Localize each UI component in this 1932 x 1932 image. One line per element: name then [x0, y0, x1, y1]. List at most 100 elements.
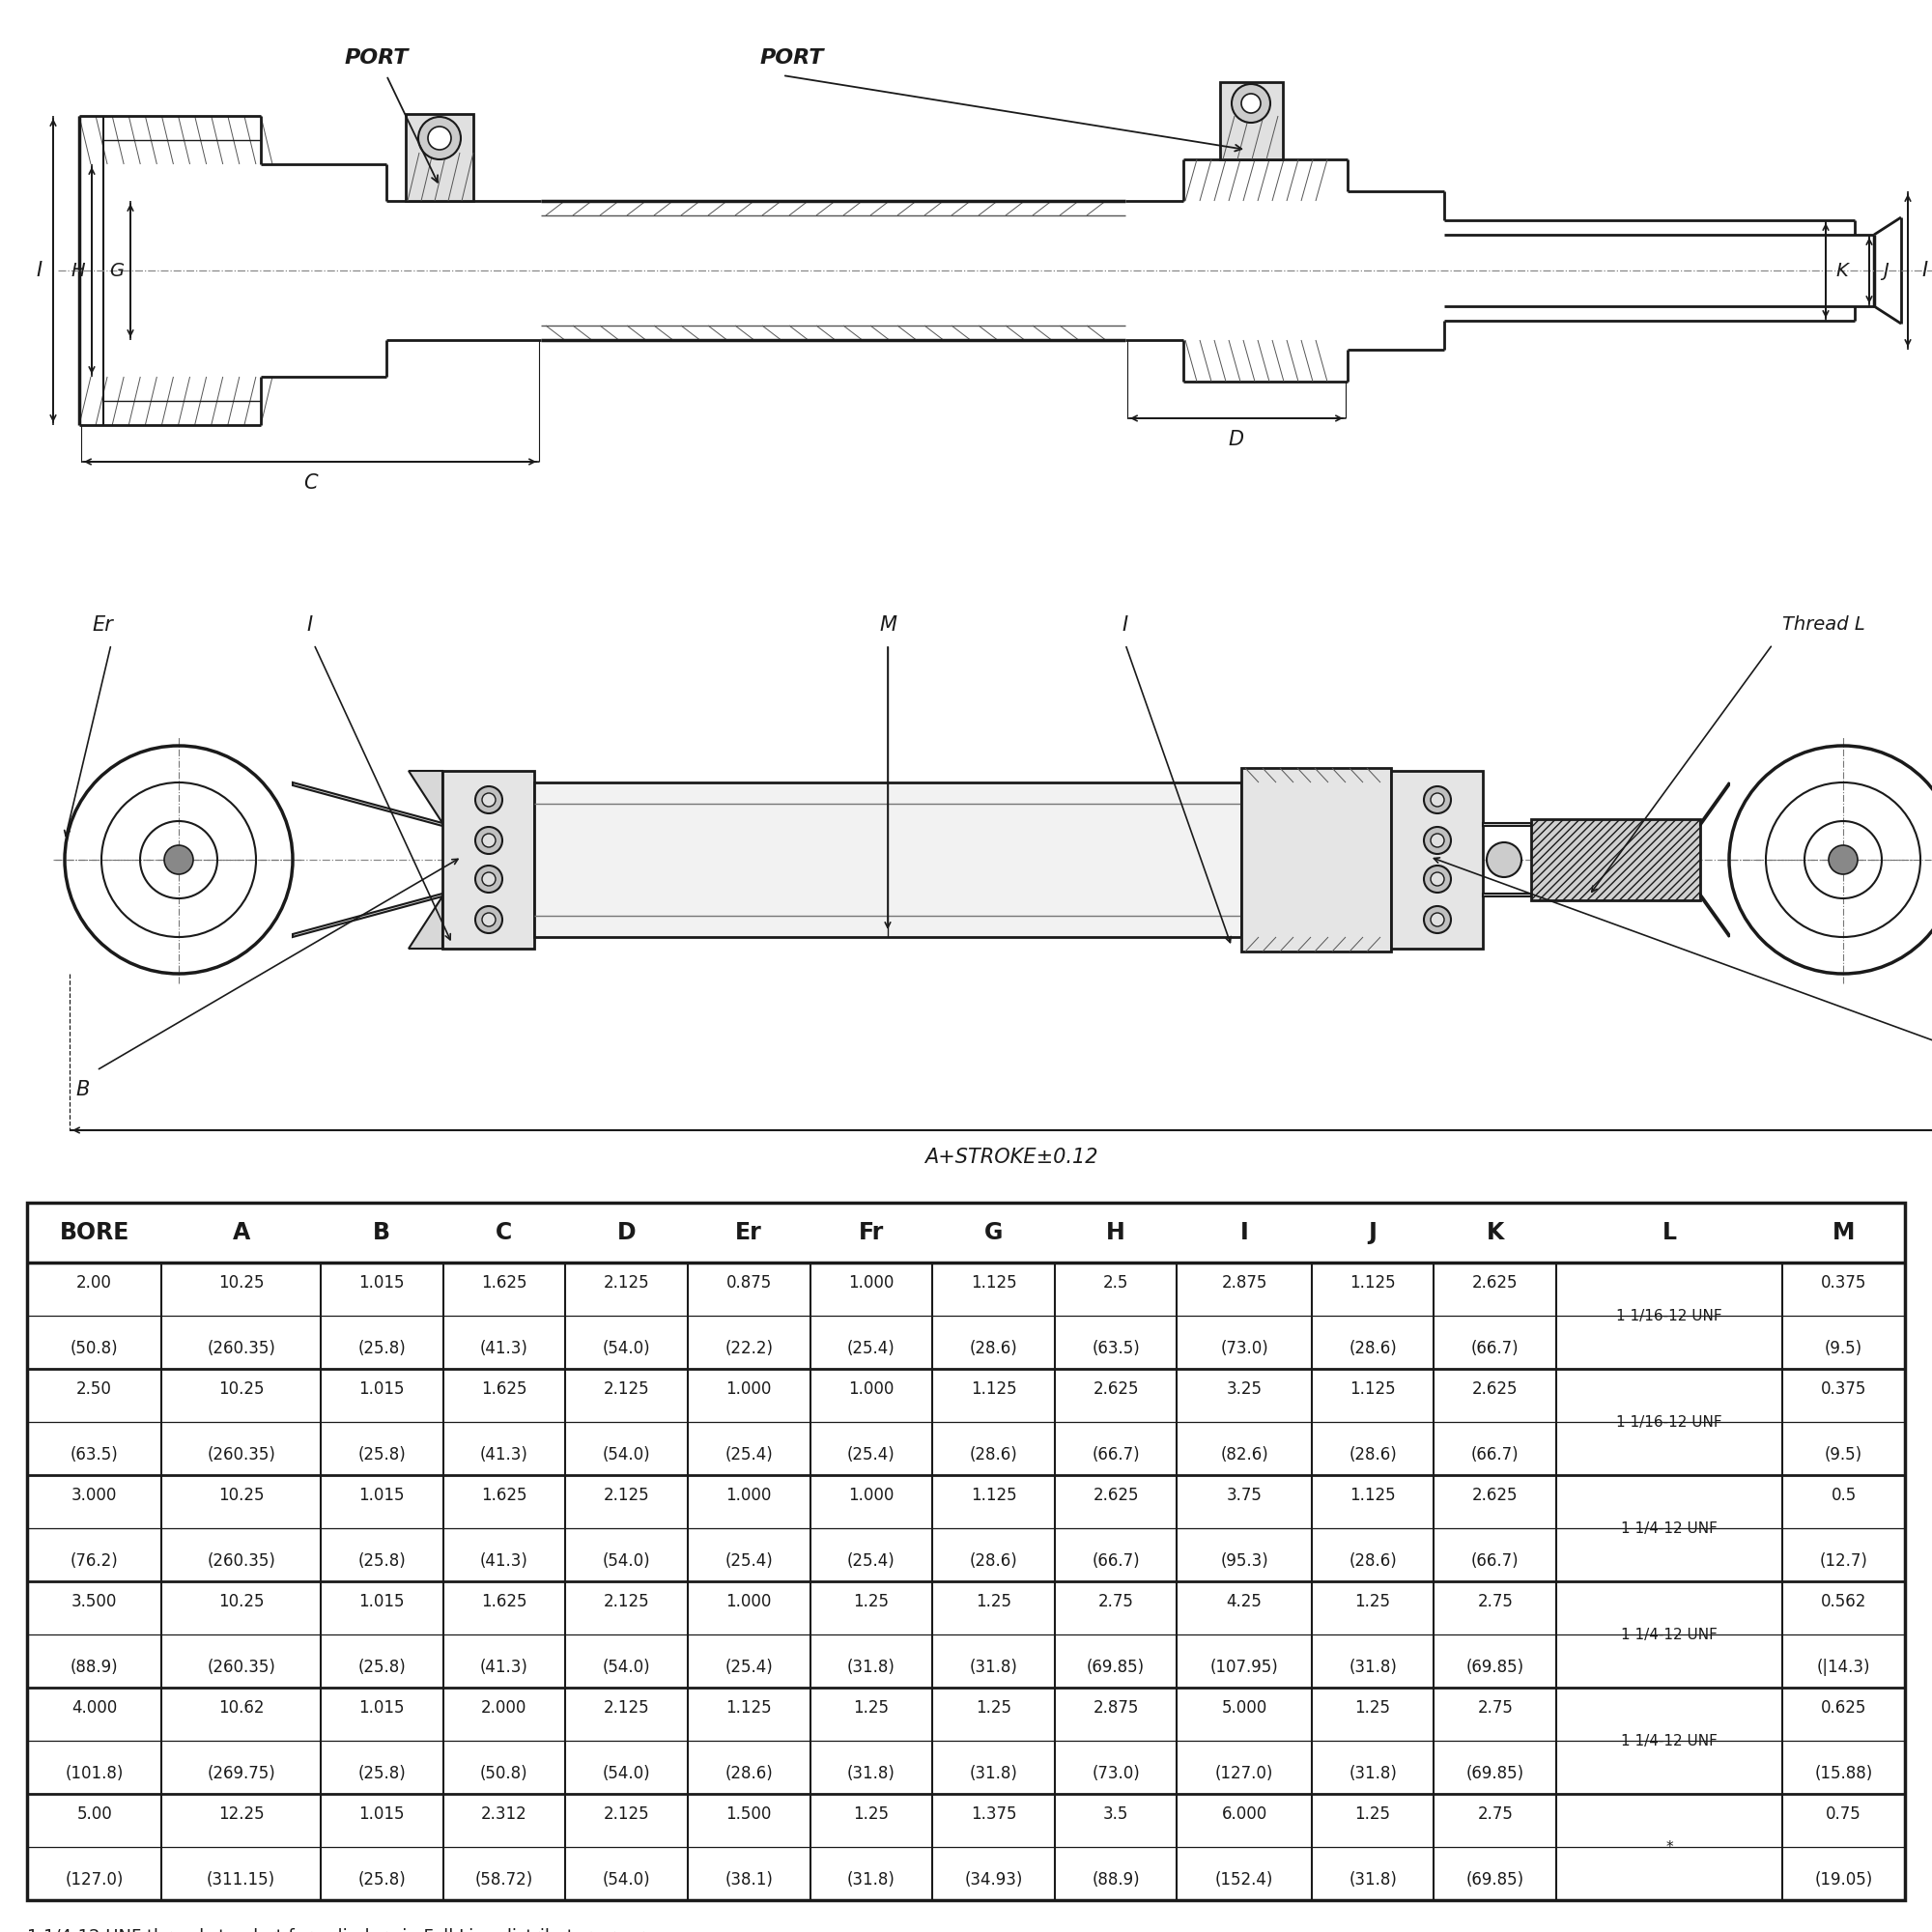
Circle shape — [1430, 873, 1445, 885]
Text: 1.625: 1.625 — [481, 1379, 527, 1397]
Circle shape — [475, 786, 502, 813]
Text: Fr: Fr — [858, 1221, 883, 1244]
Bar — [533, 782, 1240, 937]
Text: (66.7): (66.7) — [1470, 1341, 1519, 1358]
Text: (31.8): (31.8) — [846, 1660, 895, 1677]
Text: (31.8): (31.8) — [846, 1766, 895, 1783]
Text: 2.50: 2.50 — [77, 1379, 112, 1397]
Circle shape — [1424, 786, 1451, 813]
Text: 10.25: 10.25 — [218, 1486, 265, 1503]
Text: 1 1/16-12 UNF: 1 1/16-12 UNF — [1617, 1308, 1723, 1323]
Text: (41.3): (41.3) — [479, 1447, 527, 1464]
Text: (25.4): (25.4) — [724, 1660, 773, 1677]
Text: (54.0): (54.0) — [603, 1660, 651, 1677]
Text: 5.00: 5.00 — [77, 1804, 112, 1822]
Text: 4.000: 4.000 — [71, 1698, 118, 1716]
Text: 1.000: 1.000 — [726, 1592, 771, 1609]
Text: (69.85): (69.85) — [1466, 1660, 1524, 1677]
Text: (54.0): (54.0) — [603, 1341, 651, 1358]
Text: (9.5): (9.5) — [1826, 1341, 1862, 1358]
Bar — [1221, 81, 1283, 160]
Text: (88.9): (88.9) — [70, 1660, 118, 1677]
Text: C: C — [303, 473, 317, 493]
Text: 2.125: 2.125 — [603, 1273, 649, 1291]
Text: 1.015: 1.015 — [359, 1486, 406, 1503]
Text: (66.7): (66.7) — [1470, 1553, 1519, 1571]
Polygon shape — [1700, 893, 1729, 937]
Text: (269.75): (269.75) — [207, 1766, 276, 1783]
Text: (25.8): (25.8) — [357, 1660, 406, 1677]
Text: (25.8): (25.8) — [357, 1553, 406, 1571]
Text: (58.72): (58.72) — [475, 1872, 533, 1889]
Text: (54.0): (54.0) — [603, 1766, 651, 1783]
Text: (22.2): (22.2) — [724, 1341, 773, 1358]
Text: 3.75: 3.75 — [1227, 1486, 1262, 1503]
Text: (25.8): (25.8) — [357, 1447, 406, 1464]
Text: 0.562: 0.562 — [1820, 1592, 1866, 1609]
Bar — [54, 77, 1897, 464]
Text: 2.125: 2.125 — [603, 1698, 649, 1716]
Text: PORT: PORT — [344, 48, 410, 68]
Text: 6.000: 6.000 — [1221, 1804, 1267, 1822]
Text: 2.125: 2.125 — [603, 1804, 649, 1822]
Text: 1.000: 1.000 — [726, 1379, 771, 1397]
Circle shape — [1424, 866, 1451, 893]
Text: (31.8): (31.8) — [846, 1872, 895, 1889]
Text: 10.25: 10.25 — [218, 1273, 265, 1291]
Text: 1 1/16-12 UNF: 1 1/16-12 UNF — [1617, 1414, 1723, 1430]
Text: 0.625: 0.625 — [1820, 1698, 1866, 1716]
Circle shape — [1430, 835, 1445, 846]
Text: (50.8): (50.8) — [481, 1766, 527, 1783]
Text: Er: Er — [736, 1221, 763, 1244]
Text: (107.95): (107.95) — [1209, 1660, 1279, 1677]
Circle shape — [483, 835, 495, 846]
Text: (260.35): (260.35) — [207, 1341, 276, 1358]
Text: 1 1/4-12 UNF: 1 1/4-12 UNF — [1621, 1627, 1718, 1642]
Text: A: A — [232, 1221, 249, 1244]
Text: (25.8): (25.8) — [357, 1872, 406, 1889]
Text: 1.25: 1.25 — [854, 1592, 889, 1609]
Text: I: I — [1920, 261, 1928, 280]
Text: 1.25: 1.25 — [976, 1698, 1010, 1716]
Text: (50.8): (50.8) — [70, 1341, 118, 1358]
Text: (95.3): (95.3) — [1221, 1553, 1267, 1571]
Text: I: I — [305, 614, 313, 634]
Circle shape — [1240, 93, 1260, 112]
Text: (260.35): (260.35) — [207, 1447, 276, 1464]
Text: (127.0): (127.0) — [66, 1872, 124, 1889]
Text: I: I — [1122, 614, 1128, 634]
Polygon shape — [1484, 893, 1530, 896]
Text: 2.625: 2.625 — [1094, 1379, 1138, 1397]
Text: 0.375: 0.375 — [1820, 1379, 1866, 1397]
Text: 1.015: 1.015 — [359, 1804, 406, 1822]
Text: 1.25: 1.25 — [854, 1804, 889, 1822]
Text: 1.25: 1.25 — [1354, 1698, 1391, 1716]
Bar — [406, 114, 473, 201]
Text: 1.25: 1.25 — [1354, 1592, 1391, 1609]
Text: 10.62: 10.62 — [218, 1698, 265, 1716]
Text: G: G — [983, 1221, 1003, 1244]
Polygon shape — [1700, 782, 1729, 827]
Text: (54.0): (54.0) — [603, 1872, 651, 1889]
Text: 10.25: 10.25 — [218, 1592, 265, 1609]
Text: (|14.3): (|14.3) — [1816, 1660, 1870, 1677]
Text: Thread L: Thread L — [1781, 616, 1864, 634]
Text: (41.3): (41.3) — [479, 1553, 527, 1571]
Text: (25.8): (25.8) — [357, 1341, 406, 1358]
Text: (73.0): (73.0) — [1092, 1766, 1140, 1783]
Text: 3.500: 3.500 — [71, 1592, 118, 1609]
Text: (66.7): (66.7) — [1092, 1447, 1140, 1464]
Text: 1.500: 1.500 — [726, 1804, 771, 1822]
Circle shape — [1488, 842, 1522, 877]
Bar — [1391, 771, 1484, 949]
Text: (28.6): (28.6) — [1349, 1341, 1397, 1358]
Text: (260.35): (260.35) — [207, 1660, 276, 1677]
Circle shape — [475, 906, 502, 933]
Text: 1.375: 1.375 — [970, 1804, 1016, 1822]
Circle shape — [1430, 914, 1445, 927]
Text: (152.4): (152.4) — [1215, 1872, 1273, 1889]
Text: (25.4): (25.4) — [846, 1341, 895, 1358]
Text: (127.0): (127.0) — [1215, 1766, 1273, 1783]
Text: 1.125: 1.125 — [970, 1486, 1016, 1503]
Bar — [27, 1202, 1905, 1901]
